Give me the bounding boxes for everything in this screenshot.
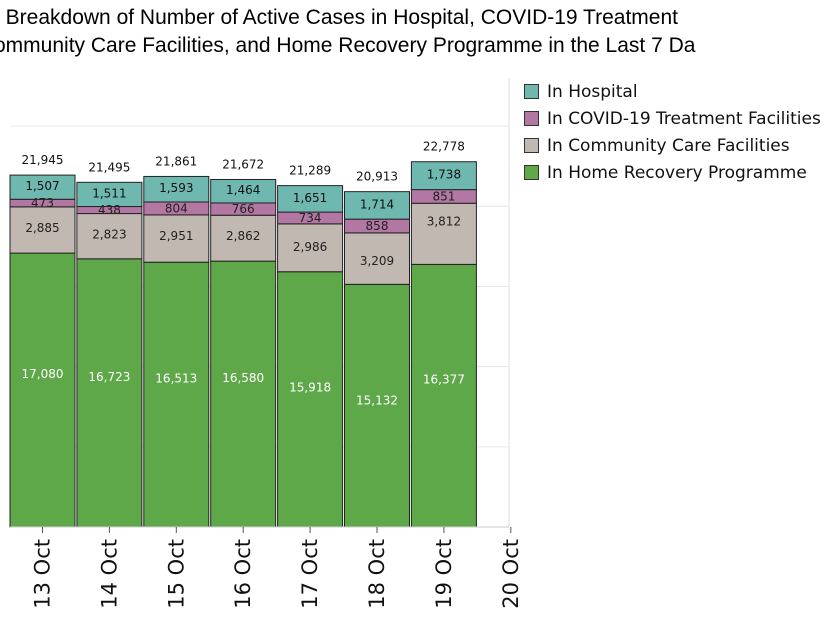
data-label-in-hospital: 1,714: [360, 197, 394, 211]
bar-segment-in-hospital: [76, 181, 143, 208]
x-tick-label: 17 Oct: [298, 539, 322, 609]
bar-segment-in-home-recovery-programme: [210, 260, 277, 528]
bar-segment-in-community-care-facilities: [410, 202, 477, 265]
bar-segment-in-community-care-facilities: [277, 223, 344, 273]
data-label-in-covid-19-treatment-facilities: 851: [432, 189, 455, 203]
data-label-in-home-recovery-programme: 16,723: [88, 370, 130, 384]
data-label-in-hospital: 1,593: [159, 181, 193, 195]
title-text-1: Breakdown of Number of Active Cases in H…: [0, 6, 678, 29]
data-label-in-home-recovery-programme: 15,132: [356, 394, 398, 408]
data-label-in-home-recovery-programme: 16,513: [155, 372, 197, 386]
x-tick-label: 20 Oct: [499, 539, 520, 609]
legend-swatch: [524, 84, 539, 99]
x-tick-label: 13 Oct: [31, 539, 55, 609]
legend-item: In Community Care Facilities: [524, 132, 821, 159]
x-tick-label: 14 Oct: [97, 539, 121, 609]
data-label-in-covid-19-treatment-facilities: 473: [31, 196, 54, 210]
bar-segment-in-home-recovery-programme: [410, 263, 477, 528]
bar-segment-in-community-care-facilities: [76, 213, 143, 260]
stacked-bar-chart: 17,080 2,885 473 1,507 21,945 16,723 2,823 438 1…: [9, 78, 520, 609]
data-label-in-community-care-facilities: 3,209: [360, 254, 394, 268]
legend-label: In Community Care Facilities: [547, 135, 790, 156]
data-label-in-community-care-facilities: 2,823: [92, 228, 126, 242]
bar-segment-in-hospital: [277, 185, 344, 213]
data-label-in-home-recovery-programme: 16,580: [222, 371, 264, 385]
data-label-in-community-care-facilities: 2,885: [25, 221, 59, 235]
bar-segment-in-hospital: [410, 161, 477, 191]
data-label-in-community-care-facilities: 2,986: [293, 240, 327, 254]
legend-item: In Hospital: [524, 78, 821, 105]
bar-segment-in-hospital: [210, 178, 277, 204]
legend-item: In COVID-19 Treatment Facilities: [524, 105, 821, 132]
x-tick-label: 19 Oct: [432, 539, 456, 609]
bar-segment-in-community-care-facilities: [9, 206, 76, 254]
data-label-in-hospital: 1,507: [25, 179, 59, 193]
total-label: 22,778: [423, 140, 465, 154]
legend-item: In Home Recovery Programme: [524, 159, 821, 186]
legend-swatch: [524, 111, 539, 126]
data-label-in-hospital: 1,651: [293, 191, 327, 205]
data-label-in-community-care-facilities: 2,862: [226, 229, 260, 243]
bar-segment-in-home-recovery-programme: [344, 283, 410, 528]
legend-swatch: [524, 165, 539, 180]
total-label: 21,861: [155, 154, 197, 168]
bar-segment-in-community-care-facilities: [143, 214, 210, 263]
data-label-in-covid-19-treatment-facilities: 734: [299, 211, 322, 225]
x-tick-label: 15 Oct: [164, 539, 188, 609]
data-label-in-home-recovery-programme: 17,080: [22, 367, 64, 381]
data-label-in-covid-19-treatment-facilities: 438: [98, 203, 121, 217]
data-label-in-covid-19-treatment-facilities: 858: [366, 219, 389, 233]
data-label-in-covid-19-treatment-facilities: 804: [165, 201, 188, 215]
total-label: 20,913: [356, 170, 398, 184]
chart-title-line-2: ommunity Care Facilities, and Home Recov…: [0, 34, 695, 58]
bar-segment-in-community-care-facilities: [344, 232, 410, 285]
data-label-in-hospital: 1,464: [226, 183, 260, 197]
data-label-in-home-recovery-programme: 15,918: [289, 380, 331, 394]
bar-segment-in-home-recovery-programme: [9, 252, 76, 528]
title-text-2: ommunity Care Facilities, and Home Recov…: [0, 34, 696, 57]
data-label-in-hospital: 1,738: [427, 168, 461, 182]
bar-segment-in-home-recovery-programme: [277, 271, 344, 528]
total-label: 21,289: [289, 164, 331, 178]
chart-legend: In Hospital In COVID-19 Treatment Facilit…: [524, 78, 821, 186]
total-label: 21,495: [88, 160, 130, 174]
bar-segment-in-home-recovery-programme: [76, 258, 143, 528]
bar-segment-in-hospital: [344, 191, 410, 220]
total-label: 21,672: [222, 157, 264, 171]
data-label-in-home-recovery-programme: 16,377: [423, 373, 465, 387]
legend-label: In Hospital: [547, 81, 638, 102]
data-label-in-covid-19-treatment-facilities: 766: [232, 202, 255, 216]
data-label-in-hospital: 1,511: [92, 186, 126, 200]
x-tick-label: 16 Oct: [231, 539, 255, 609]
data-label-in-community-care-facilities: 2,951: [159, 229, 193, 243]
bar-segment-in-hospital: [9, 174, 76, 200]
total-label: 21,945: [22, 153, 64, 167]
bar-segment-in-community-care-facilities: [210, 214, 277, 262]
legend-label: In Home Recovery Programme: [547, 162, 807, 183]
data-label-in-community-care-facilities: 3,812: [427, 214, 461, 228]
chart-title-line-1: : Breakdown of Number of Active Cases in…: [0, 6, 678, 30]
x-tick-label: 18 Oct: [365, 539, 389, 609]
legend-swatch: [524, 138, 539, 153]
legend-label: In COVID-19 Treatment Facilities: [547, 108, 821, 129]
bar-segment-in-hospital: [143, 175, 210, 203]
bar-segment-in-home-recovery-programme: [143, 261, 210, 528]
